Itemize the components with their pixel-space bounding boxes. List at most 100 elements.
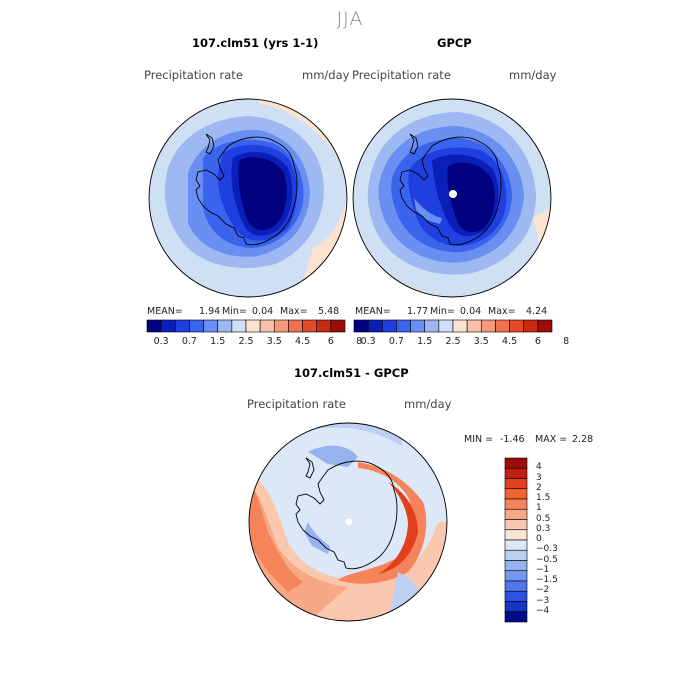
colorbar-tick-label: −0.3: [536, 544, 558, 555]
colorbar-swatch: [504, 498, 528, 510]
colorbar-obs: [353, 319, 553, 333]
colorbar-swatch: [504, 508, 528, 520]
mean-value-model: 1.94: [199, 306, 221, 317]
max-value-model: 5.48: [318, 306, 340, 317]
colorbar-tick-label: 4.5: [295, 336, 311, 347]
colorbar-swatch: [504, 611, 528, 623]
max-value-diff: 2.28: [572, 434, 594, 445]
colorbar-swatch: [504, 467, 528, 479]
colorbar-tick-label: 0.7: [181, 336, 197, 347]
colorbar-swatch: [217, 319, 233, 333]
colorbar-swatch: [396, 319, 411, 333]
panel-title-diff: 107.clm51 - GPCP: [294, 366, 409, 380]
colorbar-swatch: [302, 319, 318, 333]
panel-title-obs: GPCP: [437, 36, 472, 50]
colorbar-tick-label: 6: [534, 336, 541, 347]
colorbar-swatch: [438, 319, 454, 333]
colorbar-tick-label: −3: [536, 595, 550, 606]
units-label-diff: mm/day: [404, 397, 452, 411]
max-value-obs: 4.24: [526, 306, 548, 317]
colorbar-tick-label: −4: [536, 605, 550, 616]
colorbar-tick-label: 0: [536, 534, 542, 544]
colorbar-swatch: [189, 319, 204, 333]
colorbar-tick-label: 0.3: [153, 336, 169, 347]
colorbar-tick-label: 4.5: [502, 336, 518, 347]
mean-label-obs: MEAN=: [355, 306, 391, 317]
variable-label-obs: Precipitation rate: [352, 68, 451, 82]
min-label-obs: Min=: [430, 306, 455, 317]
colorbar-swatch: [160, 319, 176, 333]
colorbar-swatch: [424, 319, 440, 333]
colorbar-tick-label: 3.5: [473, 336, 489, 347]
colorbar-tick-label: 4: [536, 462, 542, 473]
min-value-diff: -1.46: [500, 434, 525, 445]
colorbar-tick-label: 0.7: [388, 336, 404, 347]
colorbar-swatch: [504, 549, 528, 561]
colorbar-swatch: [259, 319, 275, 333]
colorbar-swatch: [523, 319, 539, 333]
polar-map-diff: [248, 422, 448, 622]
colorbar-tick-label: 1: [536, 503, 542, 514]
colorbar-tick-label: −0.5: [536, 554, 558, 565]
variable-label-diff: Precipitation rate: [247, 397, 346, 411]
colorbar-swatch: [495, 319, 510, 333]
season-title: JJA: [336, 8, 364, 30]
polar-map-obs: [352, 98, 552, 298]
colorbar-swatch: [231, 319, 247, 333]
colorbar-tick-label: 8: [356, 336, 363, 347]
colorbar-tick-label: 1.5: [417, 336, 433, 347]
colorbar-swatch: [480, 319, 496, 333]
colorbar-diff: [504, 457, 528, 623]
colorbar-swatch: [353, 319, 369, 333]
colorbar-swatch: [273, 319, 289, 333]
colorbar-tick-label: 6: [327, 336, 334, 347]
colorbar-swatch: [504, 560, 528, 572]
colorbar-swatch: [504, 519, 528, 531]
min-label-model: Min=: [222, 306, 247, 317]
colorbar-swatch: [316, 319, 332, 333]
colorbar-tick-label: 0.3: [536, 523, 551, 534]
polar-map-model: [148, 98, 348, 298]
colorbar-swatch: [203, 319, 219, 333]
colorbar-swatch: [174, 319, 190, 333]
colorbar-swatch: [367, 319, 383, 333]
colorbar-swatch: [504, 478, 528, 490]
min-value-model: 0.04: [252, 306, 274, 317]
colorbar-swatch: [381, 319, 397, 333]
colorbar-tick-label: 3: [536, 472, 542, 483]
mean-label-model: MEAN=: [147, 306, 183, 317]
colorbar-swatch: [504, 529, 528, 541]
variable-label-model: Precipitation rate: [144, 68, 243, 82]
colorbar-swatch: [504, 570, 528, 582]
colorbar-model: [146, 319, 346, 333]
min-value-obs: 0.04: [460, 306, 482, 317]
colorbar-swatch: [504, 601, 528, 613]
colorbar-swatch: [330, 319, 346, 333]
colorbar-swatch: [537, 319, 553, 333]
colorbar-tick-label: −2: [536, 585, 550, 596]
colorbar-swatch: [504, 580, 528, 592]
colorbar-swatch: [504, 539, 528, 551]
colorbar-swatch: [466, 319, 482, 333]
colorbar-tick-label: −1: [536, 564, 550, 575]
colorbar-tick-label: 1.5: [536, 493, 551, 503]
min-label-diff: MIN =: [464, 434, 494, 445]
panel-title-model: 107.clm51 (yrs 1-1): [192, 36, 319, 50]
mean-value-obs: 1.77: [407, 306, 429, 317]
units-label-obs: mm/day: [509, 68, 557, 82]
colorbar-tick-label: 1.5: [210, 336, 226, 347]
colorbar-tick-label: −1.5: [536, 575, 558, 585]
colorbar-swatch: [504, 590, 528, 602]
max-label-model: Max=: [280, 306, 308, 317]
colorbar-tick-label: 2.5: [238, 336, 254, 347]
max-label-obs: Max=: [488, 306, 516, 317]
colorbar-swatch: [245, 319, 261, 333]
colorbar-tick-label: 2: [536, 482, 542, 493]
colorbar-swatch: [452, 319, 468, 333]
colorbar-swatch: [509, 319, 525, 333]
colorbar-tick-label: 2.5: [445, 336, 461, 347]
colorbar-tick-label: 0.5: [536, 513, 551, 524]
colorbar-swatch: [504, 488, 528, 500]
colorbar-tick-label: 3.5: [266, 336, 282, 347]
colorbar-tick-label: 8: [563, 336, 570, 347]
